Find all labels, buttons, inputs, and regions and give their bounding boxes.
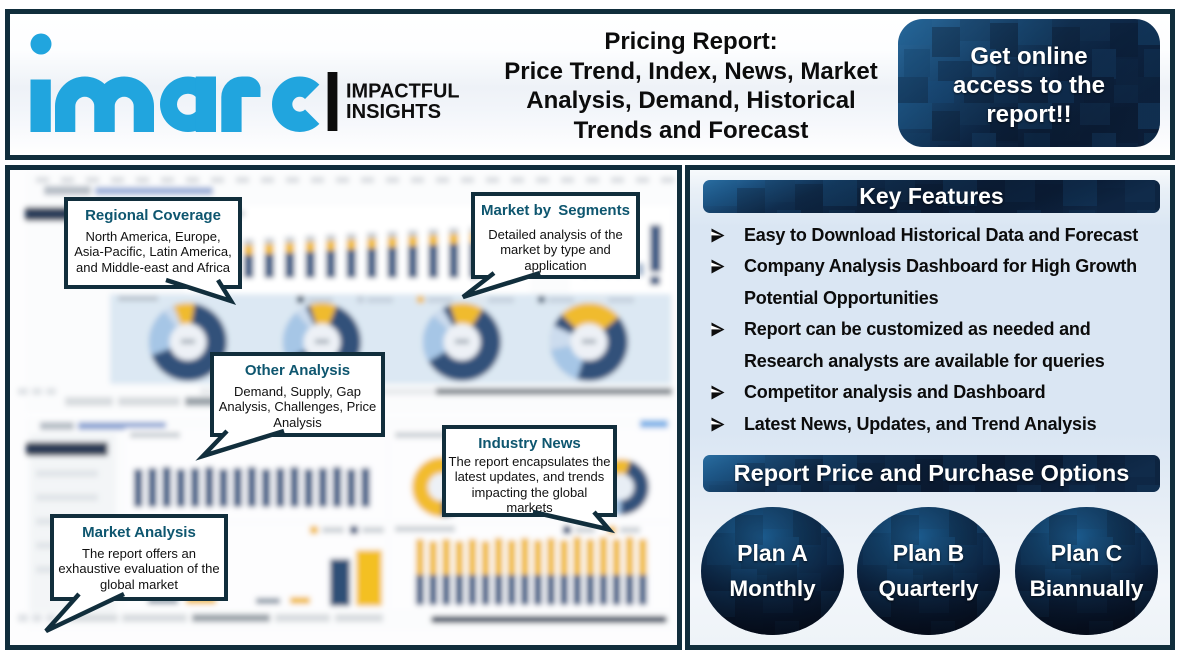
svg-text:IMPACTFUL: IMPACTFUL (346, 81, 460, 103)
svg-text:INSIGHTS: INSIGHTS (346, 101, 441, 123)
